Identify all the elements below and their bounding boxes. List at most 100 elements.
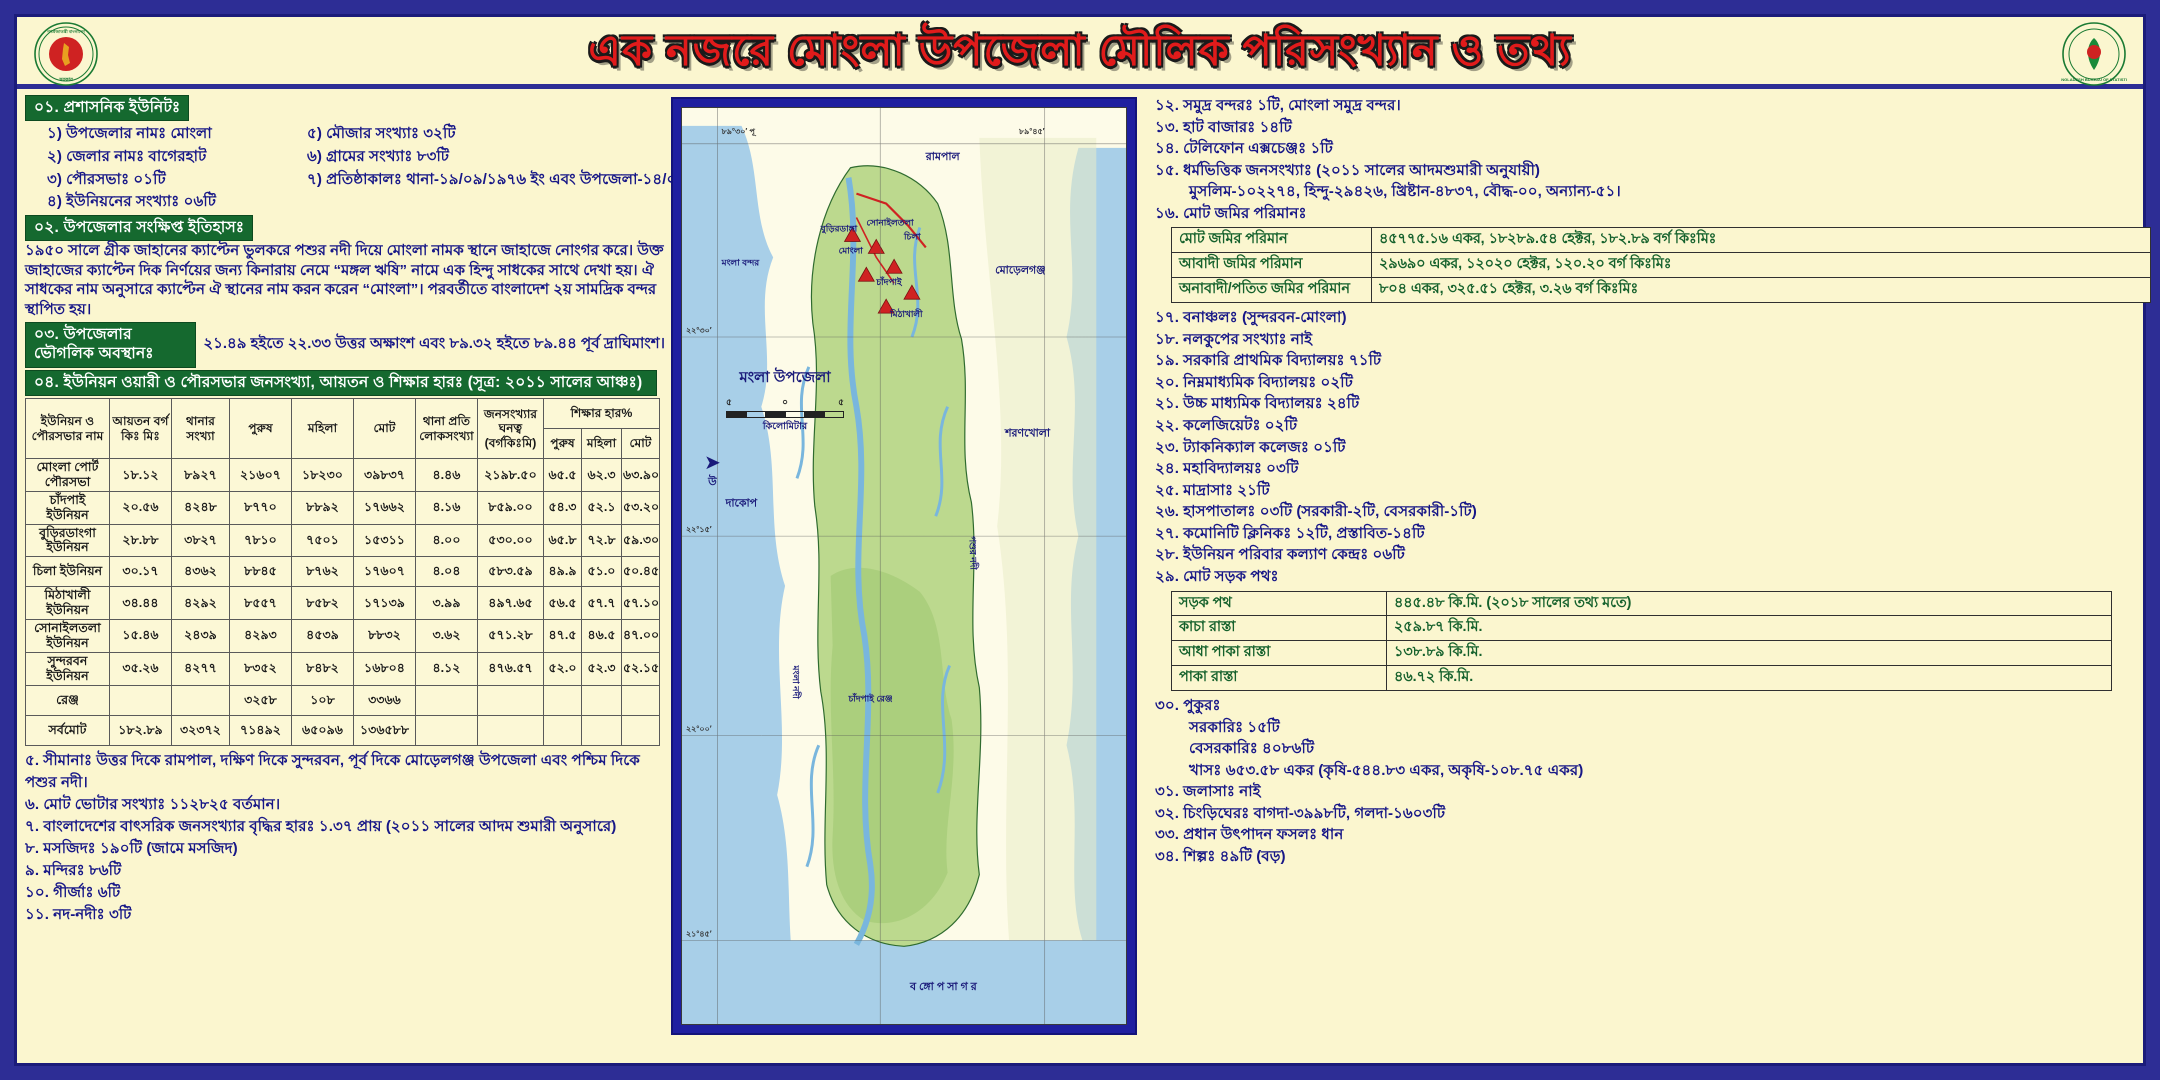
- cell-lit_t: ৫০.৪৫: [621, 556, 660, 588]
- cell-male: ৮৭৭০: [229, 490, 292, 525]
- cell-area: ৩০.১৭: [109, 556, 172, 588]
- row-key: আধা পাকা রাস্তা: [1171, 640, 1387, 667]
- cell-lit_t: [621, 714, 660, 746]
- admin-item-3: ৩) পৌরসভাঃ ০১টি: [47, 170, 166, 188]
- population-table-body: মোংলা পোর্ট পৌরসভা ১৮.১২ ৮৯২৭ ২১৬০৭ ১৮২৩০ ৩৯৮…: [25, 458, 660, 746]
- cell-female: ৪৫৩৯: [291, 619, 354, 653]
- cell-male: ২১৬০৭: [229, 458, 292, 492]
- table-row: কাচা রাস্তা ২৫৯.৮৭ কি.মি.: [1171, 615, 2112, 642]
- note-8: ৮. মসজিদঃ ১৯০টি (জামে মসজিদ): [25, 839, 238, 857]
- cell-lit_m: [543, 684, 582, 716]
- population-table-subheader-row: পুরুষ মহিলা মোট: [26, 428, 660, 460]
- table-row: আবাদী জমির পরিমান ২৯৬৯০ একর, ১২০২০ হেক্টর…: [1171, 252, 2151, 279]
- item-19: ১৯. সরকারি প্রাথমিক বিদ্যালয়ঃ ৭১টি: [1155, 352, 1382, 370]
- cell-lit_f: ৫৭.৭: [581, 586, 622, 621]
- section-3-row: ০৩. উপজেলার ভৌগলিক অবস্থানঃ ২১.৪৯ হইতে ২…: [25, 322, 665, 368]
- row-value: ৪৫৭৭৫.১৬ একর, ১৮২৮৯.৫৪ হেক্টর, ১৮২.৮৯ বর…: [1371, 227, 2151, 254]
- page-title: এক নজরে মোংলা উপজেলা মৌলিক পরিসংখ্যান ও …: [588, 27, 1572, 75]
- scale-num-mid: ০: [782, 397, 788, 407]
- cell-female: ১৮২৩০: [291, 458, 354, 492]
- cell-per_thana: ৪.০০: [415, 523, 478, 558]
- cell-total: ৩৩৬৬: [353, 684, 416, 716]
- section-3-heading: ০৩. উপজেলার ভৌগলিক অবস্থানঃ: [25, 322, 197, 368]
- scale-bar-graphic: [726, 411, 844, 418]
- map-label-rampal: রামপাল: [925, 151, 961, 163]
- cell-thana: ৪২৪৮: [171, 490, 230, 525]
- map-label-mongla: মোংলা: [839, 245, 864, 255]
- administrative-units-list: ১) উপজেলার নামঃ মোংলা ৫) মৌজার সংখ্যাঃ ৩…: [25, 121, 749, 214]
- cell-lit_m: ৫৬.৫: [543, 586, 582, 621]
- mongla-upazila-map[interactable]: ৮৯°৩০′ পূ ৮৯°৪৫′ ২২°৩০′ ২২°১৫′ ২২°০০′ ২১…: [681, 107, 1127, 1025]
- cell-per_thana: ৪.১৬: [415, 490, 478, 525]
- pond-government: সরকারিঃ ১৫টি: [1189, 718, 1280, 736]
- table-row: মিঠাখালী ইউনিয়ন ৩৪.৪৪ ৪২৯২ ৮৫৫৭ ৮৫৮২ ১৭১৩৯ ৩.…: [25, 586, 660, 621]
- cell-lit_f: ৭২.৮: [581, 523, 622, 558]
- map-title: মংলা উপজেলা: [739, 369, 831, 386]
- poster-body: ০১. প্রশাসনিক ইউনিটঃ ১) উপজেলার নামঃ মোং…: [17, 89, 2151, 1063]
- cell-per_thana: ৪.৪৬: [415, 458, 478, 492]
- col-female: মহিলা: [291, 398, 354, 460]
- cell-lit_t: ৬৩.৯০: [621, 458, 660, 492]
- table-row: সুন্দরবন ইউনিয়ন ৩৫.২৬ ৪২৭৭ ৮৩৫২ ৮৪৮২ ১৬৮০৪ ৪.…: [25, 651, 660, 686]
- cell-female: ৮৮৯২: [291, 490, 354, 525]
- cell-area: ৩৫.২৬: [109, 651, 172, 686]
- cell-thana: ৮৯২৭: [171, 458, 230, 492]
- row-value: ১৩৮.৮৯ কি.মি.: [1386, 640, 2112, 667]
- map-label-chandpai-range: চাঁদপাই রেঞ্জ: [848, 691, 893, 703]
- item-22: ২২. কলেজিয়েটঃ ০২টি: [1155, 416, 1298, 434]
- cell-female: ৬৫০৯৬: [291, 714, 354, 746]
- col-total: মোট: [353, 398, 416, 460]
- cell-lit_m: ৬৫.৮: [543, 523, 582, 558]
- svg-text:সরকার: সরকার: [58, 77, 73, 83]
- item-32: ৩২. চিংড়িঘেরঃ বাগদা-৩৯৯৮টি, গলদা-১৬০৩টি: [1155, 804, 1446, 822]
- item-16-land-heading: ১৬. মোট জমির পরিমানঃ: [1155, 204, 1307, 222]
- cell-density: ৫৩০.০০: [477, 523, 544, 558]
- item-33: ৩৩. প্রধান উৎপাদন ফসলঃ ধান: [1155, 826, 1344, 844]
- road-length-table: সড়ক পথ ৪৪৫.৪৮ কি.মি. (২০১৮ সালের তথ্য মত…: [1171, 590, 2112, 691]
- col-area: আয়তন বর্গ কিঃ মিঃ: [109, 398, 172, 460]
- cell-female: ৮৭৬২: [291, 556, 354, 588]
- right-items-b: ১৭. বনাঞ্চলঃ (সুন্দরবন-মোংলা) ১৮. নলকুপে…: [1155, 307, 2135, 588]
- bangladesh-govt-emblem-icon: গণপ্রজাতন্ত্রী বাংলাদেশ সরকার: [33, 21, 99, 87]
- cell-total: ১৭৬০৭: [353, 556, 416, 588]
- cell-lit_t: ৫৩.২০: [621, 490, 660, 525]
- cell-male: ৪২৯৩: [229, 619, 292, 653]
- cell-total: ১৫৩১১: [353, 523, 416, 558]
- cell-area: ২০.৫৬: [109, 490, 172, 525]
- cell-lit_f: ৪৬.৫: [581, 619, 622, 653]
- cell-female: ৮৫৮২: [291, 586, 354, 621]
- left-notes-list: ৫. সীমানাঃ উত্তর দিকে রামপাল, দক্ষিণ দিক…: [25, 750, 665, 926]
- union-name-cell: মোংলা পোর্ট পৌরসভা: [25, 458, 110, 492]
- cell-area: ২৮.৮৮: [109, 523, 172, 558]
- union-name-cell: মিঠাখালী ইউনিয়ন: [25, 586, 110, 621]
- cell-per_thana: ৪.১২: [415, 651, 478, 686]
- scale-num-right: ৫: [838, 397, 844, 407]
- cell-density: [477, 714, 544, 746]
- item-23: ২৩. ট্যাকনিক্যাল কলেজঃ ০১টি: [1155, 438, 1346, 456]
- cell-male: ৭১৪৯২: [229, 714, 292, 746]
- map-grid-left-1: ২২°৩০′: [686, 326, 712, 335]
- section-4-heading: ০৪. ইউনিয়ন ওয়ারী ও পৌরসভার জনসংখ্যা, আ…: [25, 369, 657, 397]
- item-21: ২১. উচ্চ মাধ্যমিক বিদ্যালয়ঃ ২৪টি: [1155, 395, 1360, 413]
- upazila-history-paragraph: ১৯৫০ সালে গ্রীক জাহানের ক্যাপ্টেন ভুলকরে…: [25, 242, 664, 318]
- table-row: আধা পাকা রাস্তা ১৩৮.৮৯ কি.মি.: [1171, 640, 2112, 667]
- cell-lit_f: [581, 714, 622, 746]
- population-table-header-row: ইউনিয়ন ও পৌরসভার নাম আয়তন বর্গ কিঃ মিঃ…: [25, 398, 660, 460]
- north-arrow-icon: ➤ উ: [704, 453, 721, 492]
- row-key: আবাদী জমির পরিমান: [1171, 252, 1372, 279]
- cell-density: ৮৫৯.০০: [477, 490, 544, 525]
- cell-area: ৩৪.৪৪: [109, 586, 172, 621]
- cell-density: ৫৭১.২৮: [477, 619, 544, 653]
- table-row: মোংলা পোর্ট পৌরসভা ১৮.১২ ৮৯২৭ ২১৬০৭ ১৮২৩০ ৩৯৮…: [25, 458, 660, 492]
- map-label-mongla-river: মংলা নদী: [791, 665, 803, 700]
- col-male: পুরুষ: [229, 398, 292, 460]
- north-arrow-glyph: ➤: [704, 452, 721, 474]
- cell-thana: ৪২৯২: [171, 586, 230, 621]
- note-7: ৭. বাংলাদেশের বাৎসরিক জনসংখ্যার বৃদ্ধির …: [25, 817, 617, 835]
- pond-private: বেসরকারিঃ ৪০৮৬টি: [1189, 740, 1315, 758]
- religion-population-line: মুসলিম-১০২২৭৪, হিন্দু-২৯৪২৬, খ্রিষ্টান-৪…: [1189, 183, 1621, 201]
- admin-item-2: ২) জেলার নামঃ বাগেরহাট: [47, 147, 207, 165]
- table-row: সড়ক পথ ৪৪৫.৪৮ কি.মি. (২০১৮ সালের তথ্য মত…: [1171, 590, 2112, 617]
- row-key: কাচা রাস্তা: [1171, 615, 1387, 642]
